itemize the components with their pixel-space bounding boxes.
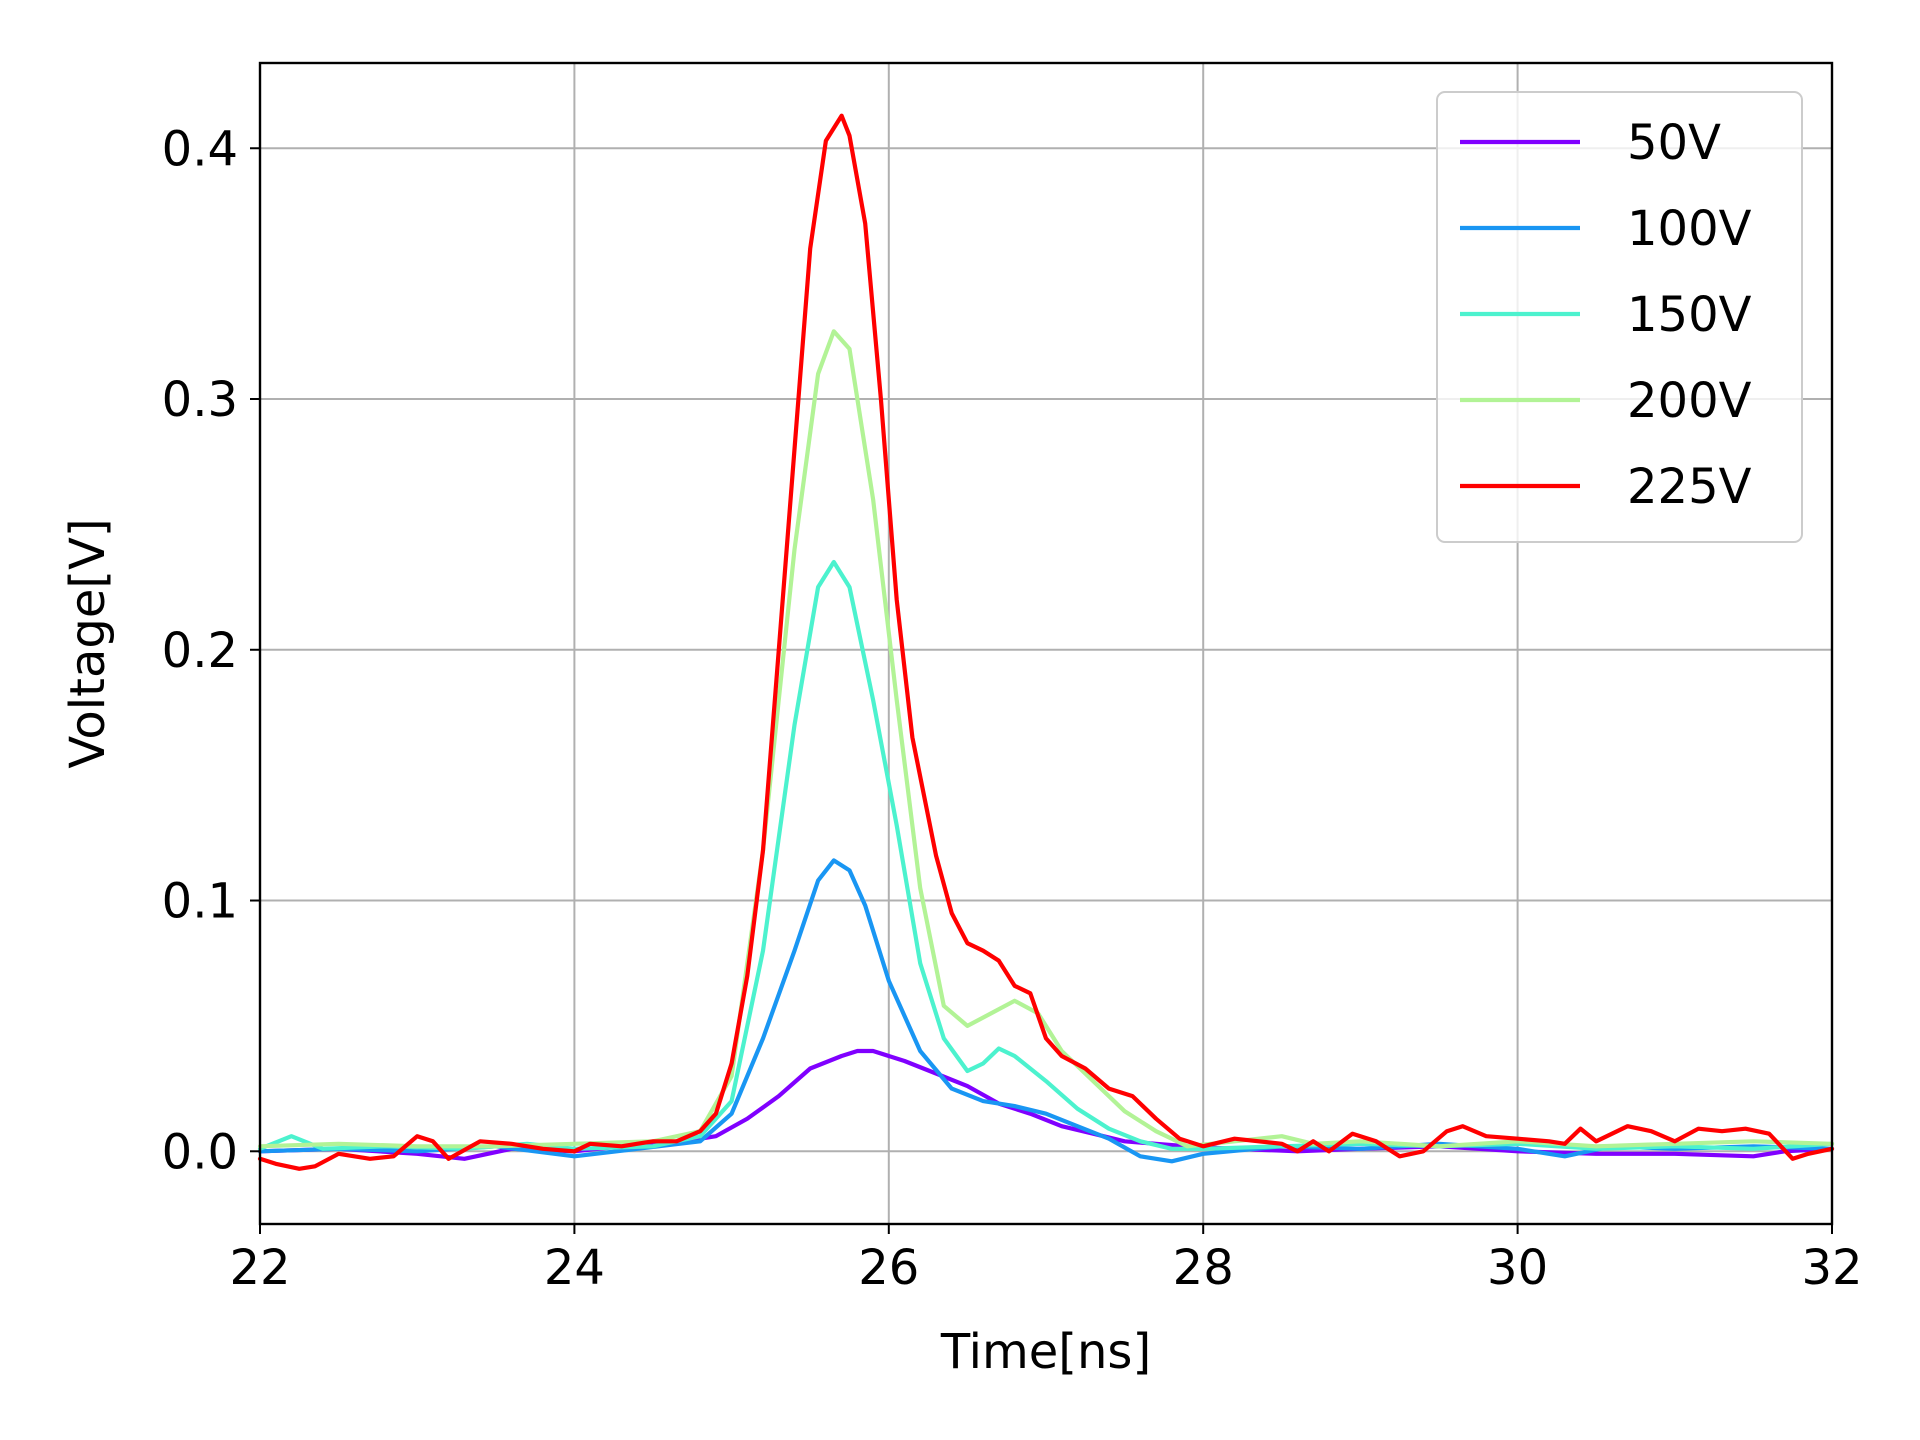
legend: 50V 100V 150V 200V 225V xyxy=(1436,91,1803,543)
plot-frame xyxy=(258,61,1834,1226)
y-tick-label: 0.2 xyxy=(162,623,238,679)
series-line-150V xyxy=(257,559,1835,1151)
legend-label: 225V xyxy=(1627,459,1752,515)
series-layer xyxy=(257,113,1835,1171)
legend-label: 50V xyxy=(1627,115,1721,171)
series-line-225V xyxy=(257,113,1835,1171)
legend-label: 100V xyxy=(1627,201,1752,257)
x-tick-label: 22 xyxy=(229,1240,290,1296)
legend-label: 200V xyxy=(1627,373,1752,429)
x-tick-label: 24 xyxy=(544,1240,605,1296)
tick-layer: 22 24 26 28 30 32 0.0 0.1 0.2 0.3 0.4 xyxy=(162,121,1863,1296)
y-tick-label: 0.3 xyxy=(162,372,238,428)
x-tick-label: 30 xyxy=(1487,1240,1548,1296)
x-tick-label: 28 xyxy=(1173,1240,1234,1296)
y-tick-label: 0.1 xyxy=(162,874,238,930)
legend-box xyxy=(1436,91,1803,543)
y-axis-title: Voltage[V] xyxy=(60,518,116,768)
x-tick-label: 26 xyxy=(858,1240,919,1296)
x-tick-label: 32 xyxy=(1801,1240,1862,1296)
y-tick-label: 0.0 xyxy=(162,1124,238,1180)
y-tick-label: 0.4 xyxy=(162,121,238,177)
legend-label: 150V xyxy=(1627,287,1752,343)
x-axis-title: Time[ns] xyxy=(940,1324,1151,1380)
